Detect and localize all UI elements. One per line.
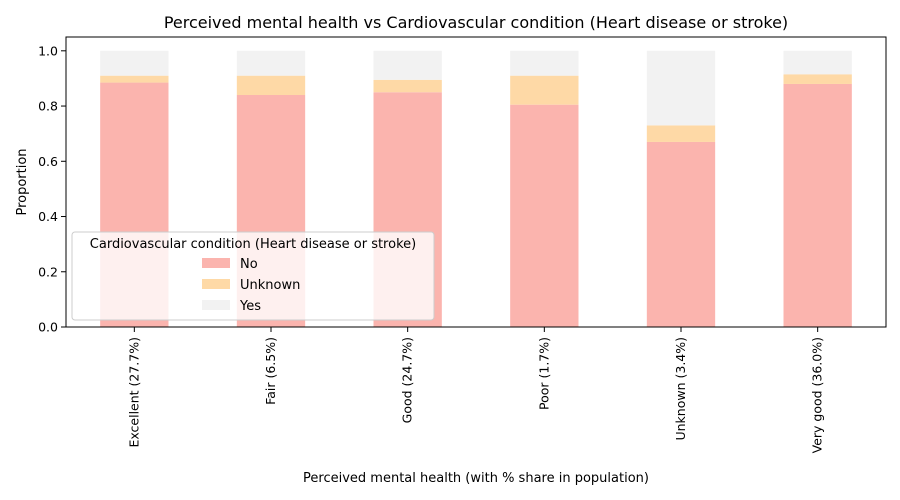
bar-no-4 <box>646 141 716 327</box>
legend-swatch-no <box>202 258 230 268</box>
y-tick-label: 0.8 <box>38 99 58 114</box>
bar-unknown-3 <box>510 75 579 105</box>
bar-no-3 <box>510 104 579 327</box>
x-axis: Excellent (27.7%) Fair (6.5%) Good (24.7%)… <box>126 327 825 453</box>
legend-label-unknown: Unknown <box>240 278 300 293</box>
legend-swatch-yes <box>202 300 230 310</box>
bar-no-5 <box>783 83 852 327</box>
bar-yes-0 <box>100 50 169 76</box>
bar-yes-2 <box>373 50 442 80</box>
plot-area <box>100 50 852 328</box>
bar-yes-3 <box>510 50 579 76</box>
y-tick-label: 1.0 <box>38 43 58 58</box>
x-tick-label: Very good (36.0%) <box>810 337 825 453</box>
bar-yes-1 <box>236 50 306 76</box>
legend-label-yes: Yes <box>239 299 261 314</box>
x-tick-label: Fair (6.5%) <box>263 337 278 405</box>
y-tick-label: 0.2 <box>38 264 58 279</box>
x-axis-label: Perceived mental health (with % share in… <box>303 471 649 486</box>
x-tick-label: Excellent (27.7%) <box>126 337 141 448</box>
legend-title: Cardiovascular condition (Heart disease … <box>90 237 416 252</box>
bar-yes-5 <box>783 50 852 75</box>
plot-frame <box>65 36 887 328</box>
y-tick-label: 0.0 <box>38 320 58 335</box>
bar-unknown-2 <box>373 79 442 93</box>
y-tick-label: 0.6 <box>38 154 58 169</box>
legend-swatch-unknown <box>202 279 230 289</box>
y-tick-label: 0.4 <box>38 209 58 224</box>
x-tick-label: Good (24.7%) <box>400 337 415 423</box>
x-tick-label: Poor (1.7%) <box>536 337 551 410</box>
legend-label-no: No <box>240 257 258 272</box>
bar-yes-4 <box>646 50 716 126</box>
x-tick-label: Unknown (3.4%) <box>673 337 688 441</box>
legend-box <box>71 231 435 321</box>
bar-unknown-5 <box>783 74 852 84</box>
chart-title: Perceived mental health vs Cardiovascula… <box>164 13 788 32</box>
bar-unknown-1 <box>236 75 306 95</box>
bar-unknown-4 <box>646 125 716 142</box>
y-axis: 0.0 0.2 0.4 0.6 0.8 1.0 <box>38 43 66 335</box>
legend: Cardiovascular condition (Heart disease … <box>71 231 435 321</box>
bar-unknown-0 <box>100 75 169 83</box>
y-axis-label: Proportion <box>15 148 30 215</box>
